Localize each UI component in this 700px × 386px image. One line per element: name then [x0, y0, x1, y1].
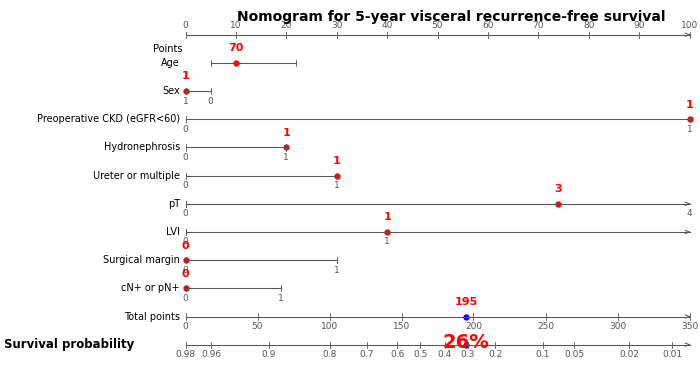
- Text: 70: 70: [533, 21, 544, 30]
- Text: 0.9: 0.9: [262, 350, 276, 359]
- Text: 0: 0: [183, 21, 188, 30]
- Text: 1: 1: [687, 125, 692, 134]
- Text: 1: 1: [279, 294, 284, 303]
- Text: 0.3: 0.3: [461, 350, 475, 359]
- Text: Preoperative CKD (eGFR<60): Preoperative CKD (eGFR<60): [37, 114, 180, 124]
- Text: 0: 0: [208, 96, 213, 105]
- Text: 100: 100: [321, 322, 338, 331]
- Text: 20: 20: [281, 21, 292, 30]
- Text: 0: 0: [183, 237, 188, 246]
- Text: 10: 10: [230, 21, 241, 30]
- Text: 1: 1: [685, 100, 694, 110]
- Text: 250: 250: [537, 322, 554, 331]
- Text: 0.5: 0.5: [413, 350, 428, 359]
- Text: 0.7: 0.7: [360, 350, 374, 359]
- Text: 1: 1: [384, 237, 390, 246]
- Text: 40: 40: [382, 21, 393, 30]
- Text: 1: 1: [334, 266, 340, 274]
- Text: 0: 0: [183, 266, 188, 274]
- Text: 30: 30: [331, 21, 342, 30]
- Text: 350: 350: [681, 322, 698, 331]
- Text: Ureter or multiple: Ureter or multiple: [93, 171, 180, 181]
- Text: 0: 0: [183, 209, 188, 218]
- Text: 1: 1: [334, 181, 340, 190]
- Text: 90: 90: [634, 21, 645, 30]
- Text: 0.96: 0.96: [202, 350, 221, 359]
- Text: 0.02: 0.02: [619, 350, 639, 359]
- Text: Surgical margin: Surgical margin: [103, 255, 180, 265]
- Text: 4: 4: [687, 209, 692, 218]
- Text: 3: 3: [554, 184, 562, 194]
- Text: pT: pT: [168, 199, 180, 209]
- Text: 200: 200: [465, 322, 482, 331]
- Text: 50: 50: [432, 21, 443, 30]
- Text: 50: 50: [252, 322, 263, 331]
- Text: 70: 70: [228, 43, 244, 53]
- Text: 0.2: 0.2: [488, 350, 502, 359]
- Text: 0.1: 0.1: [536, 350, 550, 359]
- Text: 0: 0: [183, 181, 188, 190]
- Text: 0: 0: [183, 322, 188, 331]
- Text: 1: 1: [183, 96, 188, 105]
- Text: 1: 1: [181, 71, 190, 81]
- Text: Age: Age: [161, 58, 180, 68]
- Text: 150: 150: [393, 322, 410, 331]
- Text: 195: 195: [455, 297, 478, 307]
- Text: 300: 300: [609, 322, 626, 331]
- Text: LVI: LVI: [166, 227, 180, 237]
- Text: 0: 0: [183, 125, 188, 134]
- Text: Hydronephrosis: Hydronephrosis: [104, 142, 180, 152]
- Text: 1: 1: [284, 153, 289, 162]
- Text: 0: 0: [183, 153, 188, 162]
- Text: 26%: 26%: [443, 333, 490, 352]
- Text: Points: Points: [153, 44, 182, 54]
- Text: Nomogram for 5-year visceral recurrence-free survival: Nomogram for 5-year visceral recurrence-…: [237, 10, 666, 24]
- Text: Survival probability: Survival probability: [4, 338, 134, 351]
- Text: cN+ or pN+: cN+ or pN+: [121, 283, 180, 293]
- Text: 0: 0: [183, 294, 188, 303]
- Text: 0: 0: [182, 269, 189, 279]
- Text: 0.05: 0.05: [564, 350, 584, 359]
- Text: 0.8: 0.8: [322, 350, 337, 359]
- Text: 0.6: 0.6: [390, 350, 405, 359]
- Text: 0: 0: [182, 240, 189, 251]
- Text: 0.01: 0.01: [662, 350, 682, 359]
- Text: 1: 1: [383, 212, 391, 222]
- Text: 1: 1: [332, 156, 341, 166]
- Text: 0.98: 0.98: [176, 350, 195, 359]
- Text: Total points: Total points: [124, 312, 180, 322]
- Text: 80: 80: [583, 21, 594, 30]
- Text: 0.4: 0.4: [438, 350, 452, 359]
- Text: 1: 1: [282, 128, 290, 138]
- Text: Sex: Sex: [162, 86, 180, 96]
- Text: 60: 60: [482, 21, 493, 30]
- Text: 100: 100: [681, 21, 698, 30]
